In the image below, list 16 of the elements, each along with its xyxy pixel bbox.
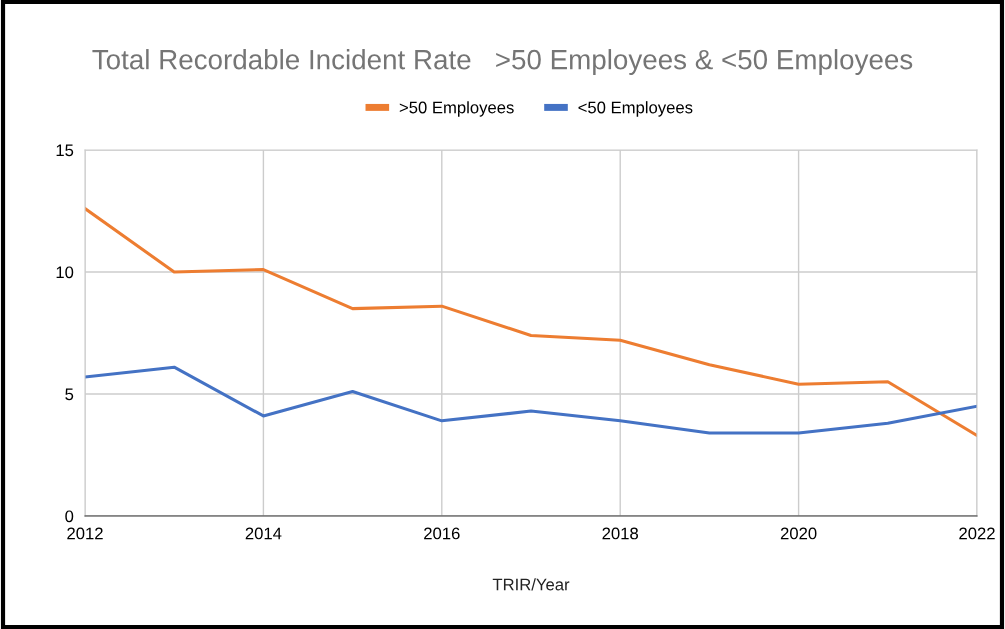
x-tick-label: 2012 — [67, 527, 103, 540]
x-tick-label: 2020 — [780, 527, 817, 540]
line-series — [85, 207, 977, 438]
x-tick-label: 2022 — [959, 527, 995, 540]
legend-label: <50 Employees — [578, 101, 693, 117]
y-tick-label: 15 — [56, 144, 74, 157]
x-tick-label: 2014 — [245, 527, 282, 540]
y-tick-label: 5 — [65, 388, 74, 401]
x-tick-label: 2016 — [424, 527, 460, 540]
x-axis-title: TRIR/Year — [492, 578, 570, 591]
x-tick-label: 2018 — [602, 527, 639, 540]
y-tick-label: 10 — [56, 266, 74, 279]
y-tick-label: 0 — [65, 510, 74, 523]
chart-title: Total Recordable Incident Rate >50 Employees & <50 Employees — [92, 49, 913, 75]
line-series — [85, 365, 977, 435]
legend-label: >50 Employees — [399, 101, 514, 117]
